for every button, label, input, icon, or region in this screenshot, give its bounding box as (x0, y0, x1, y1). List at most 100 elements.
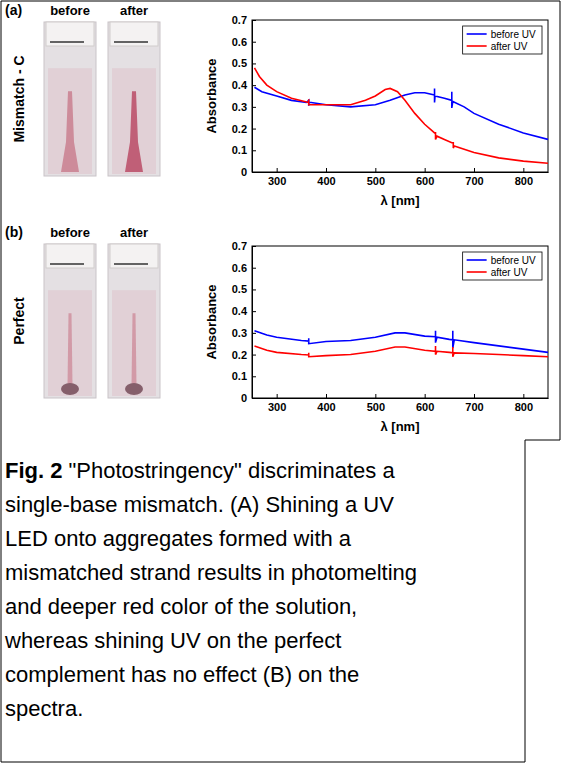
cuvette-cap (110, 244, 158, 268)
legend-label: before UV (491, 255, 536, 266)
cuvette-mark (50, 263, 84, 265)
figure: (a)beforeafterMismatch - C(b)beforeafter… (0, 0, 562, 765)
x-tick: 700 (465, 394, 483, 413)
caption-line: whereas shining UV on the perfect (4, 628, 341, 653)
caption: Fig. 2"Photostringency" discriminates a s… (4, 458, 417, 721)
x-tick: 500 (367, 168, 385, 187)
cuvette-glass (108, 22, 160, 176)
chart-1: 30040050060070080000.10.20.30.40.50.60.7… (204, 240, 549, 434)
cuvette-photo (108, 22, 160, 176)
cuvette-photo (108, 244, 160, 398)
plot-area (254, 331, 548, 357)
y-tick-label: 0.4 (232, 305, 248, 317)
x-tick: 800 (515, 394, 533, 413)
y-tick-mark (252, 268, 256, 269)
legend-label: before UV (491, 29, 536, 40)
y-tick-label: 0.6 (232, 36, 247, 48)
legend: before UVafter UV (463, 26, 542, 54)
y-axis-line (252, 21, 253, 173)
x-tick-mark (277, 168, 278, 172)
legend-swatch (467, 271, 487, 273)
x-tick-mark (523, 394, 524, 398)
cuvette-glass (108, 244, 160, 398)
x-tick-mark (375, 394, 376, 398)
y-tick-label: 0.2 (232, 123, 247, 135)
caption-line: LED onto aggregates formed with a (5, 526, 352, 551)
legend-swatch (467, 259, 487, 261)
y-tick: 0.6 (232, 262, 256, 274)
y-tick: 0.5 (232, 283, 256, 295)
x-tick-mark (277, 394, 278, 398)
caption-line: complement has no effect (B) on the (5, 662, 359, 687)
y-tick-label: 0 (241, 166, 247, 178)
x-axis: 300400500600700800 (253, 168, 549, 187)
y-tick-mark (252, 398, 256, 399)
figure-frame (1, 1, 560, 762)
x-tick: 400 (317, 394, 335, 413)
x-tick-label: 700 (465, 175, 483, 187)
x-tick-mark (474, 394, 475, 398)
y-tick: 0.1 (232, 370, 256, 382)
y-tick: 0.2 (232, 349, 256, 361)
x-tick-label: 700 (465, 401, 483, 413)
y-axis-title: Absorbance (204, 284, 219, 359)
x-axis: 300 400 500 600 700 800 (253, 394, 549, 413)
y-tick-mark (252, 20, 256, 21)
y-tick-mark (252, 289, 256, 290)
y-tick: 0.1 (232, 144, 256, 156)
x-axis-title: λ [nm] (381, 193, 420, 208)
panel-1: (b)beforeafterPerfect (5, 224, 160, 398)
y-tick-mark (252, 311, 256, 312)
cuvette-cap (110, 22, 158, 46)
y-tick-label: 0.7 (232, 240, 247, 252)
plot-frame (252, 20, 548, 172)
legend: before UVafter UV (463, 252, 542, 280)
y-tick-label: 0.1 (232, 370, 247, 382)
sample-label: Perfect (11, 297, 27, 345)
x-axis-title: λ [nm] (381, 419, 420, 434)
x-tick-label: 800 (515, 175, 533, 187)
cuvette-cap (46, 22, 94, 46)
caption-label: Fig. 2 (5, 458, 62, 483)
y-tick: 0.6 (232, 36, 256, 48)
y-tick-label: 0.1 (232, 144, 247, 156)
caption-line: Fig. 2"Photostringency" discriminates a (5, 458, 395, 483)
x-tick-mark (425, 394, 426, 398)
x-tick: 500 (367, 394, 385, 413)
sample-label: Mismatch - C (11, 55, 27, 142)
cuvette-tint (48, 68, 92, 174)
x-tick: 600 (416, 394, 434, 413)
y-tick: 0 (241, 166, 256, 178)
y-tick-mark (252, 355, 256, 356)
cuvette-glass (44, 22, 96, 176)
caption-line: spectra. (5, 696, 83, 721)
panel-letter: (a) (5, 2, 22, 18)
y-tick-label: 0 (241, 392, 247, 404)
cuvette-mark (50, 41, 84, 43)
panel-letter: (b) (5, 224, 23, 240)
series-line (254, 331, 548, 353)
x-tick-mark (523, 168, 524, 172)
y-tick-mark (252, 129, 256, 130)
legend-label: after UV (491, 267, 528, 278)
y-tick-label: 0.2 (232, 349, 247, 361)
y-tick-mark (252, 42, 256, 43)
y-axis-line (252, 247, 253, 399)
series-line (254, 68, 548, 164)
y-tick-label: 0.6 (232, 262, 247, 274)
y-tick: 0.7 (232, 14, 256, 26)
chart-0: 30040050060070080000.10.20.30.40.50.60.7… (204, 14, 549, 208)
x-tick-label: 300 (268, 175, 286, 187)
y-tick-mark (252, 85, 256, 86)
y-tick: 0.5 (232, 57, 256, 69)
cuvette-tint (48, 290, 92, 396)
x-tick: 300 (268, 168, 286, 187)
legend-swatch (467, 33, 487, 35)
x-tick-mark (326, 394, 327, 398)
photo-label: before (50, 3, 90, 18)
y-tick-mark (252, 107, 256, 108)
x-tick: 300 (268, 394, 286, 413)
x-tick-label: 500 (367, 401, 385, 413)
y-tick-mark (252, 376, 256, 377)
panel-0: (a)beforeafterMismatch - C (5, 2, 160, 176)
